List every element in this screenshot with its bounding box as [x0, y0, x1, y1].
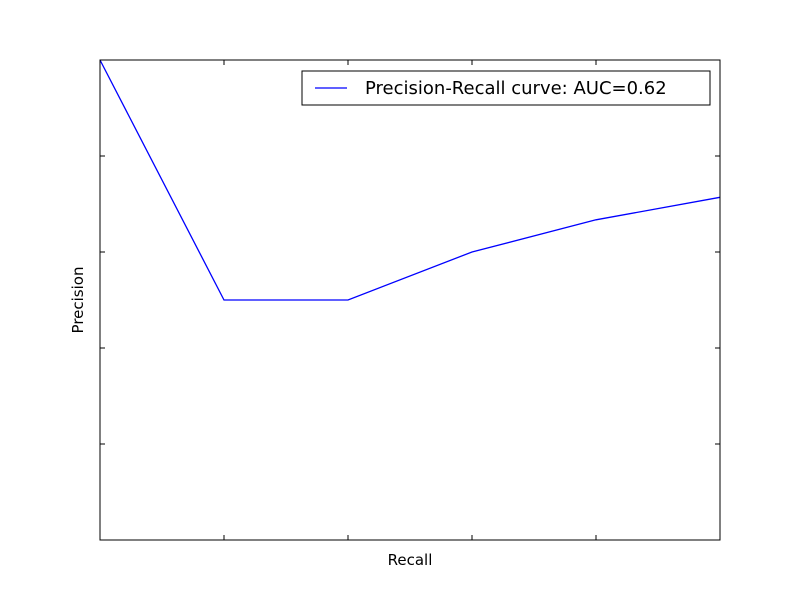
x-axis-label: Recall: [388, 551, 433, 569]
legend-entry-label: Precision-Recall curve: AUC=0.62: [365, 78, 667, 99]
y-axis-label: Precision: [69, 267, 87, 334]
legend: Precision-Recall curve: AUC=0.62: [301, 70, 711, 106]
plot-frame: [99, 59, 721, 541]
plot-background: [100, 60, 720, 540]
series-line-precision-recall: [99, 59, 721, 301]
legend-box: [301, 70, 711, 106]
